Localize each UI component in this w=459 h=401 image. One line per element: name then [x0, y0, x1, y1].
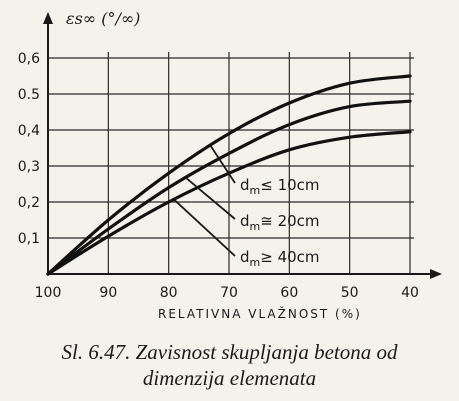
x-tick-label: 100: [35, 285, 62, 301]
annotation-label: dm≤ 10cm: [240, 176, 320, 197]
grid: [48, 52, 414, 274]
x-tick-label: 70: [220, 285, 238, 301]
figure-caption-line-1: Sl. 6.47. Zavisnost skupljanja betona od: [61, 340, 398, 364]
annotation-symbol: ≤: [260, 176, 273, 194]
annotation-label: dm≥ 40cm: [240, 248, 320, 269]
x-tick-label: 80: [160, 285, 178, 301]
y-tick-label: 0,2: [18, 195, 40, 211]
y-tick-label: 0,3: [18, 159, 40, 175]
y-tick-label: 0,1: [18, 231, 40, 247]
annotation-value: 20cm: [273, 212, 320, 230]
tick-labels: 0,1 0,2 0,3 0,4 0.5 0,6 100 90 80 70 60 50 40: [18, 51, 419, 301]
annotation-subscript: m: [250, 256, 261, 269]
annotation-subscript: m: [250, 184, 261, 197]
y-tick-label: 0.5: [18, 87, 40, 103]
axes: [43, 12, 442, 279]
figure-caption-line-2: dimenzija elemenata: [142, 366, 317, 390]
y-tick-label: 0,6: [18, 51, 40, 67]
series-line-1: [46, 74, 412, 276]
annotation-leader-line: [174, 199, 236, 257]
annotation-d: d: [240, 212, 250, 230]
x-tick-label: 40: [401, 285, 419, 301]
x-tick-label: 60: [280, 285, 298, 301]
annotation-leader-line: [186, 177, 236, 220]
x-axis-label: RELATIVNA VLAŽNOST (%): [158, 306, 362, 321]
y-axis-arrow-icon: [43, 12, 53, 24]
y-tick-label: 0,4: [18, 123, 40, 139]
annotation-symbol: ≅: [260, 212, 273, 230]
x-tick-label: 50: [341, 285, 359, 301]
annotation-symbol: ≥: [260, 248, 273, 266]
x-axis-arrow-icon: [430, 269, 442, 279]
annotation-d: d: [240, 176, 250, 194]
x-tick-label: 90: [99, 285, 117, 301]
annotation-d: d: [240, 248, 250, 266]
annotation-subscript: m: [250, 220, 261, 233]
series-line-2: [46, 99, 412, 276]
annotation-label: dm≅ 20cm: [240, 212, 320, 233]
annotation-value: 40cm: [273, 248, 320, 266]
y-axis-label: εs∞ (°/∞): [66, 9, 140, 28]
annotation-value: 10cm: [273, 176, 320, 194]
annotation-leader-line: [210, 145, 236, 184]
